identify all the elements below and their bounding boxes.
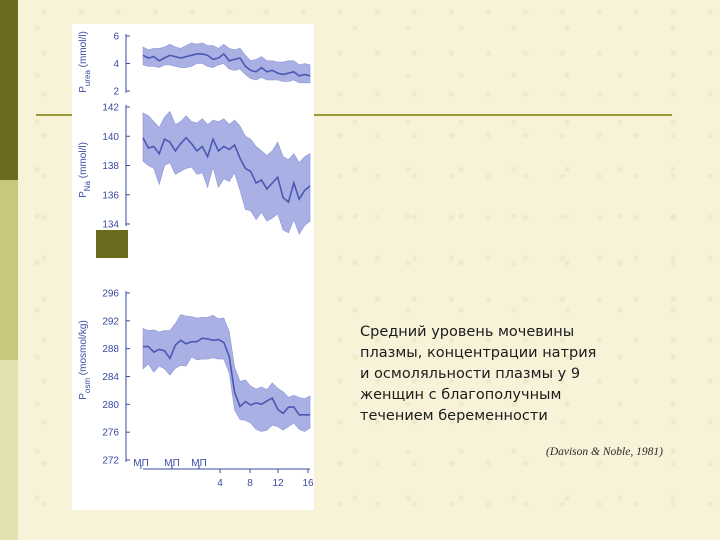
range-band bbox=[142, 110, 311, 235]
y-label-unit: (mmol/l) bbox=[78, 142, 89, 181]
accent-square bbox=[96, 230, 128, 258]
y-tick-label: 138 bbox=[102, 161, 119, 172]
mean-line bbox=[143, 337, 310, 416]
y-tick-label: 292 bbox=[102, 316, 119, 327]
x-tick-label: МП bbox=[191, 458, 207, 469]
x-tick-label: 12 bbox=[272, 478, 284, 489]
y-label-subscript: Na bbox=[83, 180, 92, 191]
y-label-symbol: P bbox=[78, 191, 89, 198]
y-tick-label: 272 bbox=[102, 456, 119, 467]
y-axis-label: PNa (mmol/l) bbox=[78, 142, 92, 198]
header-rule bbox=[36, 114, 672, 116]
x-axis: МП МП МП 4 8 12 16 bbox=[133, 458, 314, 489]
y-tick-label: 2 bbox=[113, 87, 119, 98]
y-tick-label: 280 bbox=[102, 400, 119, 411]
x-tick-label: МП bbox=[164, 458, 180, 469]
accent-bar-light bbox=[0, 360, 18, 540]
x-tick-label: 4 bbox=[217, 478, 223, 489]
y-label-unit: (mosmol/kg) bbox=[78, 320, 89, 378]
y-label-subscript: osm bbox=[83, 378, 92, 393]
y-tick-label: 284 bbox=[102, 372, 119, 383]
panel-urea: 6 4 2 Purea (mmol/l) bbox=[78, 31, 311, 98]
y-tick-label: 136 bbox=[102, 190, 119, 201]
x-tick-label: МП bbox=[133, 458, 149, 469]
y-axis-label: Purea (mmol/l) bbox=[78, 31, 92, 93]
y-tick-label: 276 bbox=[102, 428, 119, 439]
x-tick-label: 16 bbox=[302, 478, 314, 489]
y-tick-label: 6 bbox=[113, 32, 119, 43]
panel-osmolality: 296 292 288 284 280 276 272 Posm (mosmol/kg) bbox=[78, 289, 311, 467]
y-tick-label: 296 bbox=[102, 289, 119, 300]
y-axis-label: Posm (mosmol/kg) bbox=[78, 320, 92, 400]
y-tick-label: 288 bbox=[102, 344, 119, 355]
y-tick-label: 140 bbox=[102, 132, 119, 143]
y-label-unit: (mmol/l) bbox=[78, 31, 89, 70]
y-label-subscript: urea bbox=[83, 70, 92, 87]
y-tick-label: 142 bbox=[102, 103, 119, 114]
accent-bar-mid bbox=[0, 180, 18, 360]
mean-line bbox=[142, 52, 311, 77]
y-label-symbol: P bbox=[78, 393, 89, 400]
y-tick-label: 4 bbox=[113, 59, 119, 70]
range-band bbox=[142, 314, 311, 432]
y-tick-label: 134 bbox=[102, 220, 119, 231]
y-label-symbol: P bbox=[78, 86, 89, 93]
citation: (Davison & Noble, 1981) bbox=[546, 446, 663, 458]
mean-line bbox=[142, 136, 311, 204]
slide-caption: Средний уровень мочевины плазмы, концент… bbox=[360, 324, 597, 424]
figure-background bbox=[72, 24, 314, 510]
panel-sodium: 142 140 138 136 134 PNa (mmol/l) bbox=[78, 103, 311, 235]
range-band bbox=[142, 42, 311, 84]
accent-bar-dark bbox=[0, 0, 18, 180]
x-tick-label: 8 bbox=[247, 478, 253, 489]
